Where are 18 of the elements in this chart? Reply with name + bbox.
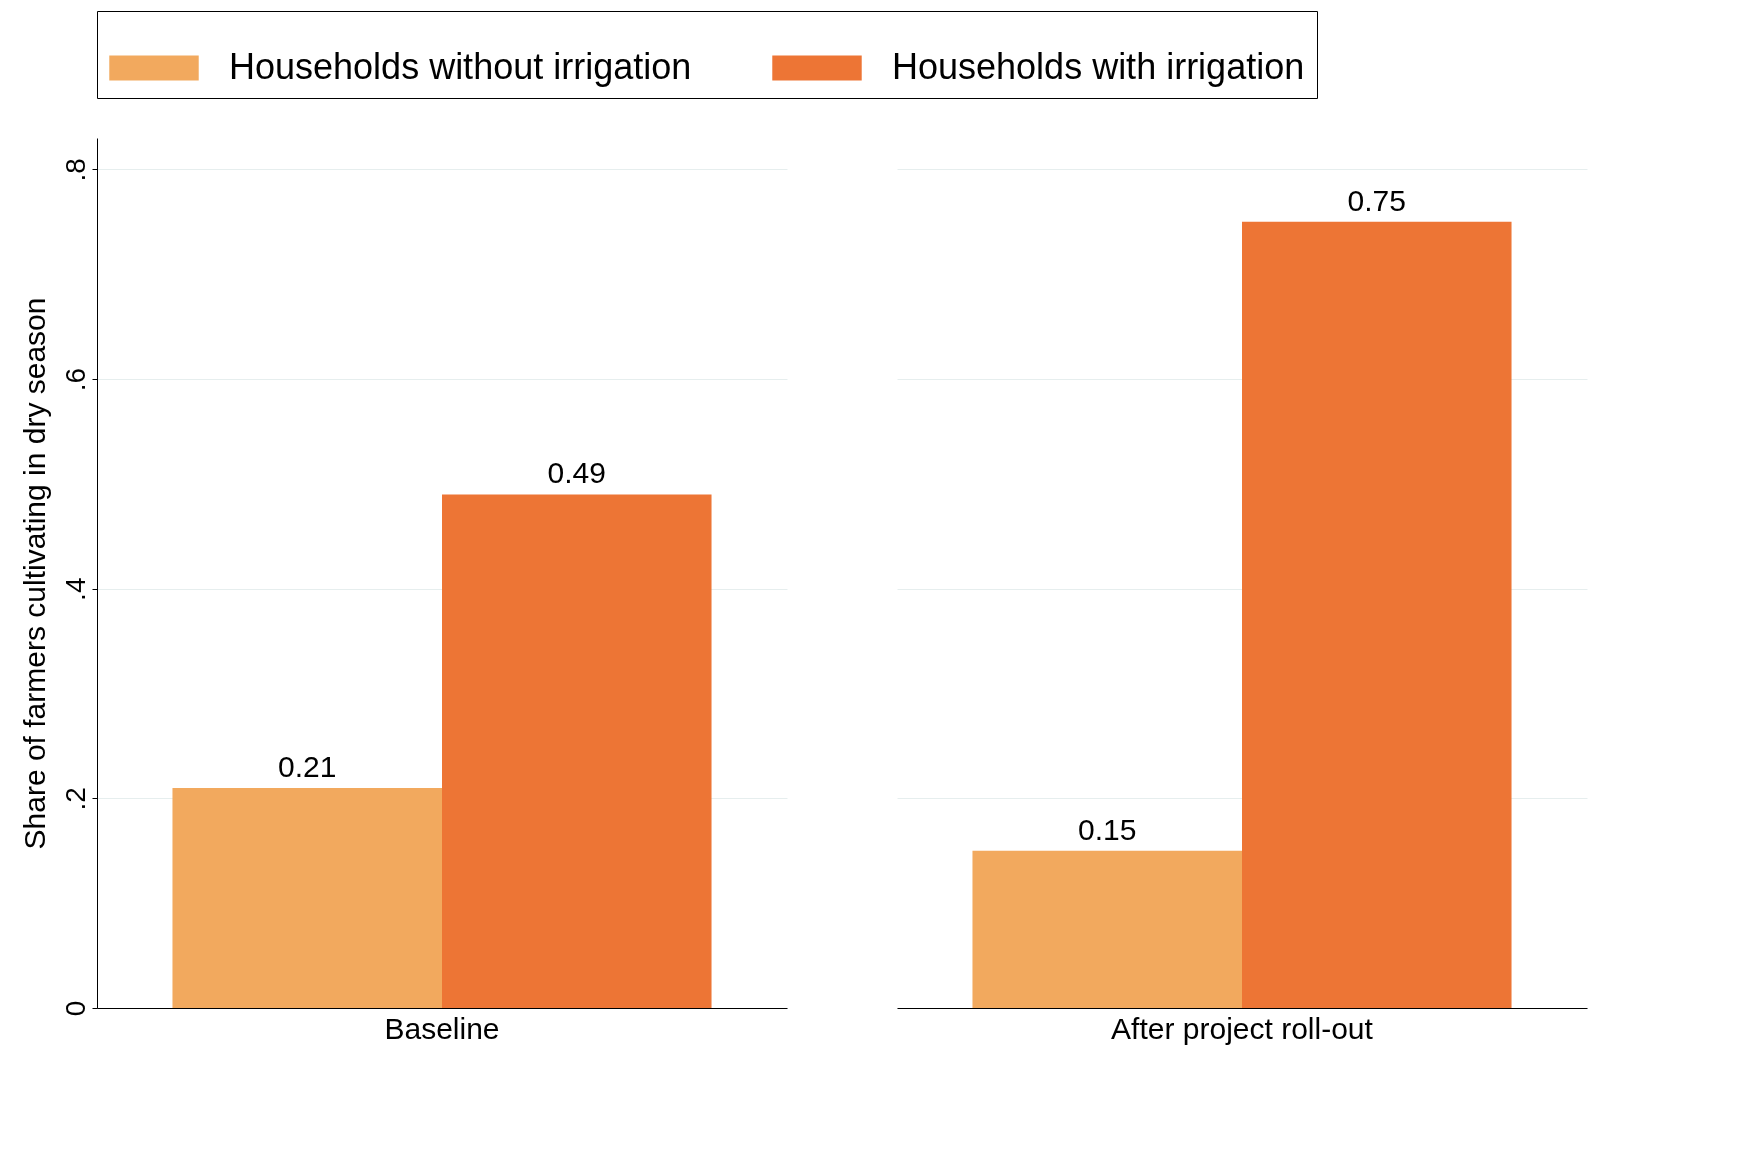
- bar: [172, 787, 442, 1008]
- y-tick-label: .6: [59, 367, 91, 392]
- bar: [442, 494, 712, 1008]
- y-tick-label: .4: [59, 577, 91, 601]
- y-tick-label: .8: [59, 158, 91, 182]
- data-label: 0.15: [1078, 812, 1137, 846]
- data-label: 0.21: [278, 749, 337, 783]
- x-tick-label: Baseline: [384, 1011, 500, 1045]
- legend-label: Households with irrigation: [892, 46, 1305, 87]
- data-label: 0.75: [1347, 183, 1406, 217]
- legend-label: Households without irrigation: [229, 46, 692, 87]
- data-label: 0.49: [547, 456, 606, 490]
- bar: [1242, 221, 1512, 1008]
- y-tick-label: 0: [59, 1000, 91, 1017]
- bar: [972, 850, 1242, 1008]
- y-axis-title: Share of farmers cultivating in dry season: [17, 297, 51, 850]
- x-tick-label: After project roll-out: [1111, 1011, 1374, 1045]
- y-tick-label: .2: [59, 787, 91, 811]
